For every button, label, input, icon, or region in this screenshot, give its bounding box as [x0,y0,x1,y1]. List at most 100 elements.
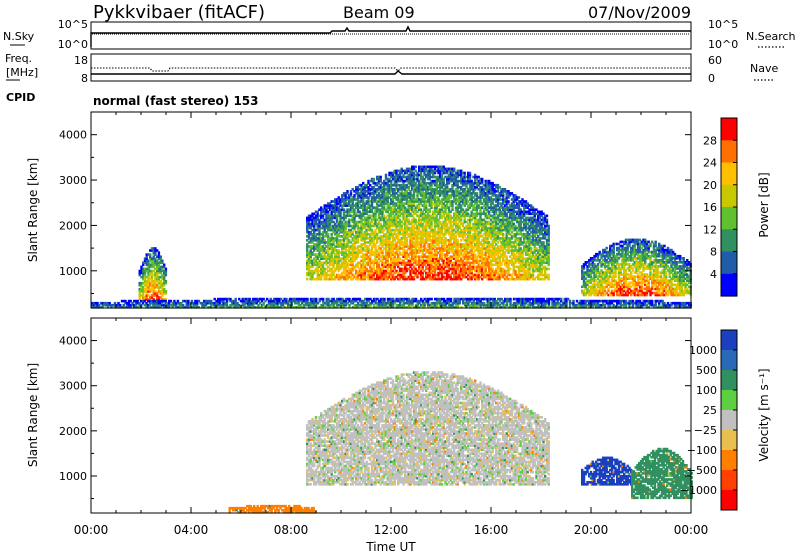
echo-cell [390,275,393,279]
echo-cell [390,263,393,267]
echo-cell [348,263,351,267]
echo-cell [356,239,360,242]
echo-cell [344,255,347,258]
echo-cell [327,251,330,254]
echo-cell [339,275,342,279]
echo-cell [150,259,154,263]
echo-cell [435,196,438,199]
echo-cell [395,226,398,230]
echo-cell [430,251,433,254]
echo-cell [367,206,370,209]
echo-cell [314,218,318,222]
echo-cell [397,249,400,252]
echo-cell [388,202,391,205]
echo-cell [442,226,445,230]
echo-cell [397,208,400,211]
echo-cell [323,206,326,209]
echo-cell [395,269,398,273]
echo-cell [344,202,347,205]
echo-cell [391,196,395,199]
echo-cell [440,249,444,252]
echo-cell [386,220,389,224]
echo-cell [306,271,309,275]
echo-cell [395,208,398,211]
echo-cell [400,269,403,273]
echo-cell [400,226,403,230]
echo-cell [346,208,349,211]
echo-cell [439,265,442,269]
echo-cell [379,271,382,275]
echo-cell [327,243,330,246]
echo-cell [419,235,423,238]
echo-cell [320,245,323,248]
echo-cell [379,251,382,254]
echo-cell [402,173,405,177]
echo-cell [426,186,430,189]
echo-cell [423,204,426,207]
echo-cell [377,220,381,224]
echo-cell [311,216,314,220]
echo-cell [440,167,444,171]
echo-cell [152,253,155,256]
echo-cell [439,169,442,173]
echo-cell [325,224,328,228]
echo-cell [332,208,335,211]
echo-cell [376,226,379,230]
echo-cell [320,253,323,256]
echo-cell [337,241,340,244]
echo-cell [432,196,435,199]
echo-cell [426,198,430,201]
echo-cell [405,190,409,193]
echo-cell [442,263,445,267]
echo-cell [388,273,391,277]
echo-cell [323,228,326,232]
echo-cell [306,277,309,281]
echo-cell [323,271,326,275]
echo-cell [332,263,335,267]
echo-cell [430,261,433,265]
echo-cell [362,277,365,281]
echo-cell [344,251,347,254]
echo-cell [370,218,374,222]
echo-cell [423,186,426,189]
echo-cell [419,202,423,205]
echo-cell [397,220,400,224]
echo-cell [384,235,388,238]
echo-cell [358,188,361,191]
echo-cell [383,183,386,187]
echo-cell [388,263,391,267]
echo-cell [397,177,400,181]
echo-cell [154,271,157,275]
echo-cell [390,220,393,224]
echo-cell [397,206,400,209]
echo-cell [348,210,351,214]
echo-cell [157,286,161,289]
echo-cell [150,286,154,289]
echo-cell [363,273,367,277]
echo-cell [365,237,368,240]
echo-cell [381,267,384,271]
echo-cell [330,255,333,258]
echo-cell [437,257,440,260]
echo-cell [416,249,419,252]
echo-cell [353,255,356,258]
echo-cell [349,228,353,232]
echo-cell [383,269,386,273]
echo-cell [430,253,433,256]
echo-cell [425,277,428,281]
echo-cell [325,259,328,263]
echo-cell [407,222,410,226]
echo-cell [349,204,353,207]
freq-label: Freq. [5,52,32,65]
echo-cell [147,273,150,277]
echo-cell [407,200,410,203]
echo-cell [440,177,444,181]
echo-cell [442,239,445,242]
sky-noise-line [90,25,691,47]
echo-cell [393,251,396,254]
echo-cell [402,235,405,238]
echo-cell [393,188,396,191]
echo-cell [439,173,442,177]
echo-cell [391,235,395,238]
echo-cell [154,284,157,287]
